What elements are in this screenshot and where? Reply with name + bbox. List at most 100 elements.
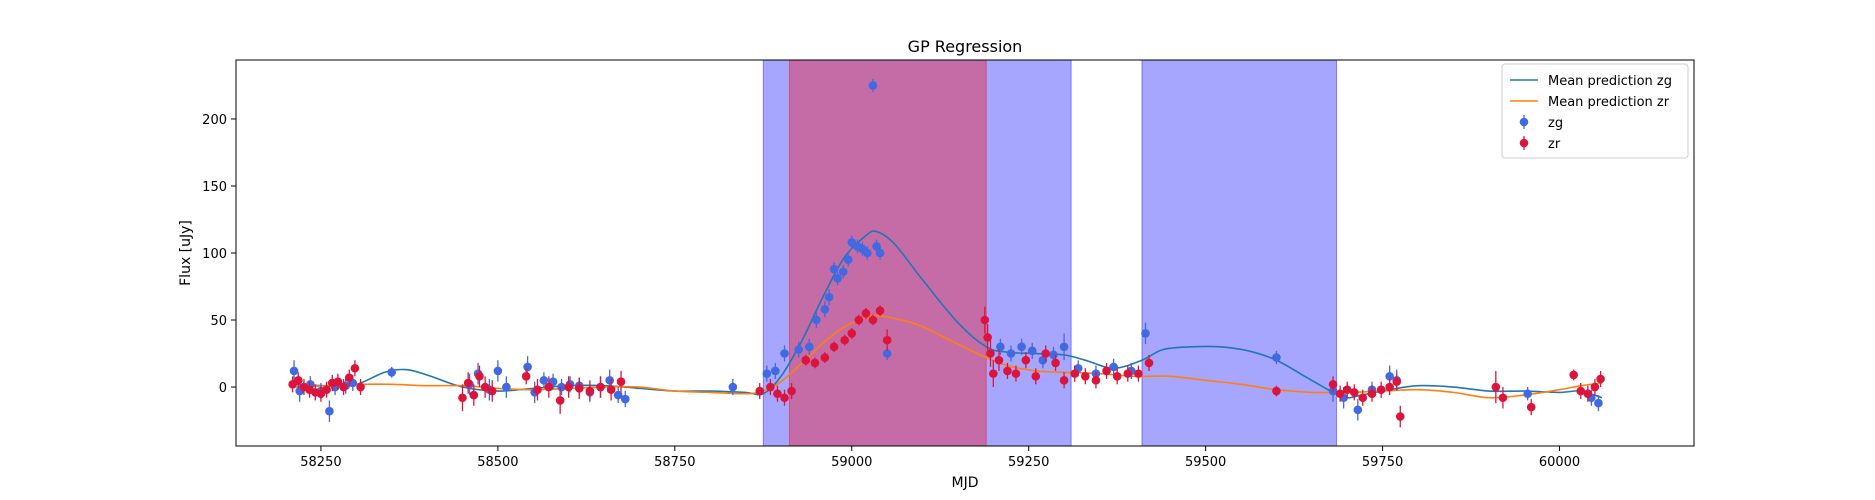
data-point: [1141, 329, 1150, 338]
data-point: [875, 248, 885, 258]
data-point: [339, 382, 348, 392]
data-point: [1017, 342, 1026, 352]
data-point: [766, 382, 775, 392]
data-point: [810, 358, 820, 368]
data-point: [613, 390, 623, 400]
data-point: [1385, 382, 1394, 392]
data-point: [605, 376, 615, 385]
legend-box: [1501, 63, 1689, 159]
data-point: [872, 241, 881, 251]
data-point: [773, 389, 782, 399]
data-point: [804, 342, 814, 352]
data-point: [533, 385, 542, 395]
data-point: [780, 349, 789, 358]
data-point: [293, 376, 303, 385]
data-point: [325, 406, 334, 416]
data-point: [564, 382, 573, 392]
data-point: [882, 349, 892, 358]
data-point: [539, 376, 549, 385]
x-tick-label: 58250: [300, 455, 341, 470]
data-point: [1031, 372, 1041, 381]
chart-title: GP Regression: [908, 37, 1023, 56]
data-point: [1049, 350, 1058, 360]
data-point: [854, 315, 864, 325]
legend-label: zg: [1548, 116, 1563, 131]
data-point: [868, 315, 878, 325]
data-point: [344, 373, 354, 382]
data-point: [787, 386, 796, 396]
data-point: [1041, 349, 1050, 358]
data-point: [458, 393, 467, 403]
data-point: [728, 382, 738, 392]
series-layer: [288, 78, 1605, 428]
data-point: [523, 362, 532, 372]
data-point: [875, 306, 885, 315]
data-point: [1353, 405, 1363, 415]
data-point: [838, 267, 848, 277]
data-point: [1102, 366, 1111, 376]
data-point: [1144, 358, 1154, 368]
data-point: [882, 335, 892, 345]
data-point: [1091, 376, 1101, 385]
y-axis-label: Flux [uJy]: [178, 220, 194, 286]
data-point: [555, 396, 565, 405]
data-point: [521, 372, 531, 381]
data-point: [994, 355, 1004, 365]
data-point: [794, 345, 803, 354]
data-point: [868, 81, 878, 90]
legend-swatch: [1519, 138, 1529, 148]
data-point: [1569, 370, 1578, 380]
y-tick-label: 200: [202, 113, 227, 128]
data-point: [333, 377, 343, 386]
data-point: [1021, 355, 1031, 365]
data-point: [1328, 380, 1338, 389]
data-point: [1070, 369, 1080, 378]
data-point: [820, 353, 830, 362]
x-tick-label: 59000: [831, 455, 872, 470]
x-tick-label: 59750: [1362, 455, 1403, 470]
data-point: [289, 366, 299, 376]
x-tick-label: 59250: [1008, 455, 1049, 470]
data-point: [557, 382, 566, 392]
shaded-region-1: [788, 59, 987, 447]
data-point: [1590, 382, 1600, 392]
data-point: [1367, 389, 1377, 399]
data-point: [1491, 382, 1501, 392]
data-point: [475, 372, 484, 381]
data-point: [1109, 362, 1118, 372]
data-point: [596, 382, 605, 392]
shaded-region-0: [762, 59, 1072, 447]
data-point: [1385, 372, 1394, 381]
x-tick-label: 58500: [477, 455, 518, 470]
data-point: [493, 366, 503, 376]
data-point: [1392, 377, 1402, 386]
data-point: [986, 349, 995, 358]
data-point: [1027, 346, 1037, 356]
data-point: [1526, 402, 1536, 412]
data-point: [980, 315, 990, 325]
data-point: [833, 274, 842, 283]
data-point: [1594, 398, 1603, 408]
data-point: [829, 342, 839, 352]
data-point: [1123, 369, 1133, 378]
data-point: [824, 292, 834, 302]
x-axis-label: MJD: [952, 475, 979, 491]
data-point: [1358, 393, 1368, 403]
data-point: [1395, 412, 1405, 421]
data-point: [829, 264, 839, 274]
legend-label: Mean prediction zg: [1548, 74, 1672, 89]
data-point: [1003, 366, 1012, 376]
y-tick-label: 50: [210, 314, 227, 329]
shaded-region-2: [1141, 59, 1338, 447]
data-point: [1134, 369, 1143, 378]
data-point: [574, 384, 584, 393]
x-tick-label: 59500: [1185, 455, 1226, 470]
data-point: [983, 333, 992, 342]
data-point: [1596, 374, 1605, 384]
x-tick-label: 60000: [1539, 455, 1580, 470]
y-tick-label: 0: [219, 381, 227, 396]
data-point: [1583, 389, 1593, 399]
data-point: [820, 304, 830, 314]
data-point: [771, 366, 780, 376]
data-point: [1059, 342, 1069, 352]
